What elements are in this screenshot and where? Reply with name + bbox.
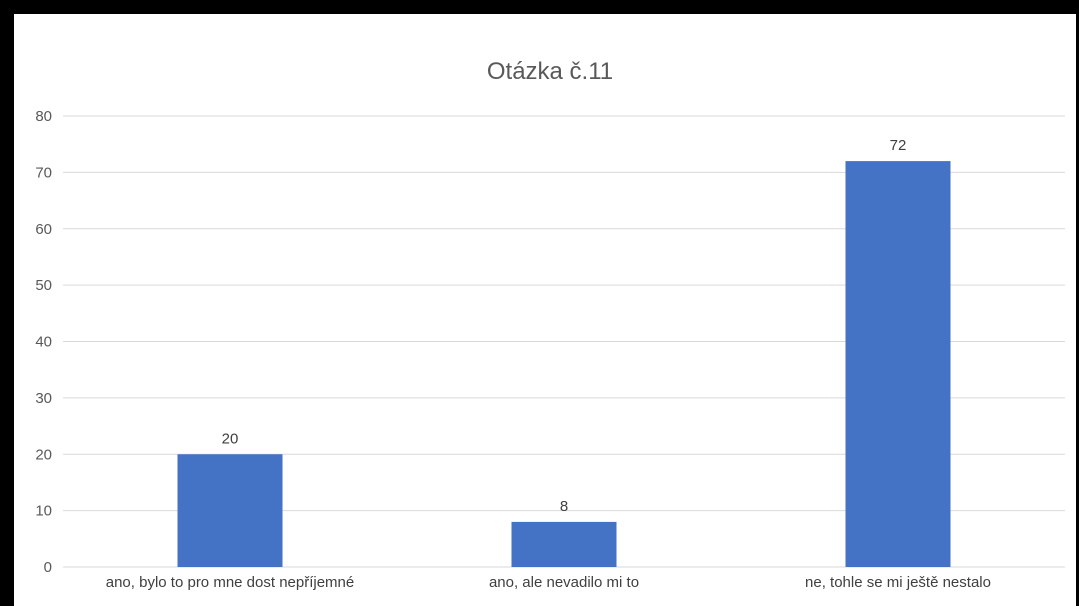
chart-title: Otázka č.11 [487, 58, 613, 85]
bar [177, 454, 283, 567]
data-label: 72 [890, 137, 907, 154]
data-label: 8 [560, 498, 568, 515]
category-labels: ano, bylo to pro mne dost nepříjemné ano,… [106, 574, 991, 591]
data-labels: 20 8 72 [222, 137, 907, 515]
category-label: ne, tohle se mi ještě nestalo [805, 574, 991, 591]
y-tick-label: 10 [35, 503, 52, 520]
data-label: 20 [222, 430, 239, 447]
category-label: ano, ale nevadilo mi to [489, 574, 639, 591]
category-label: ano, bylo to pro mne dost nepříjemné [106, 574, 354, 591]
y-tick-label: 0 [44, 559, 52, 576]
y-tick-label: 60 [35, 221, 52, 238]
frame-border-left [0, 0, 14, 606]
y-tick-label: 50 [35, 277, 52, 294]
y-tick-label: 70 [35, 164, 52, 181]
bars [177, 161, 951, 567]
y-tick-label: 30 [35, 390, 52, 407]
frame-border-top [0, 0, 1079, 14]
y-tick-label: 20 [35, 446, 52, 463]
bar [511, 521, 617, 567]
frame-border-right [1076, 14, 1079, 606]
bar [845, 161, 951, 567]
y-axis-ticks: 0 10 20 30 40 50 60 70 80 [35, 108, 52, 576]
y-tick-label: 40 [35, 334, 52, 351]
y-tick-label: 80 [35, 108, 52, 125]
